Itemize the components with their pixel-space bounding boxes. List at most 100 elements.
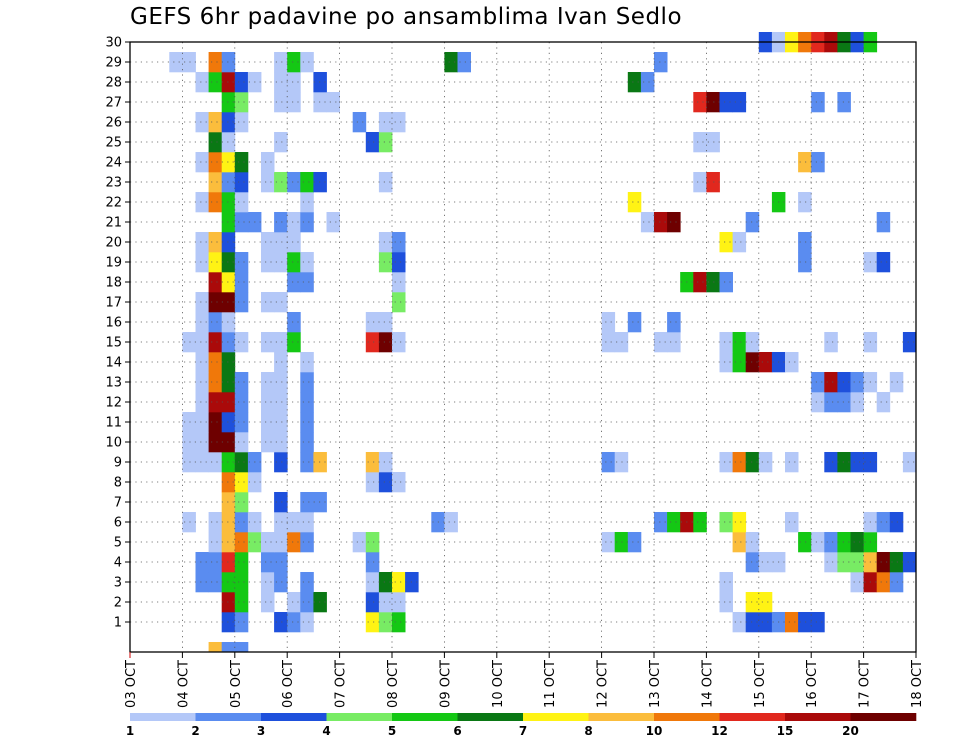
heatmap-cell (234, 252, 249, 273)
heatmap-cell (837, 552, 851, 573)
heatmap-cell (876, 252, 891, 273)
y-tick-label: 13 (105, 376, 122, 391)
heatmap-cell (352, 532, 367, 553)
heatmap-cell (274, 552, 288, 573)
legend-color-swatch (457, 713, 524, 721)
heatmap-cell (732, 452, 747, 473)
heatmap-cell (274, 492, 288, 513)
heatmap-cell (274, 292, 288, 313)
heatmap-cell (300, 412, 314, 433)
heatmap-cell (287, 612, 301, 633)
heatmap-cell (274, 72, 288, 93)
heatmap-cell (221, 412, 236, 433)
heatmap-cell (758, 612, 773, 633)
heatmap-cell (824, 452, 838, 473)
heatmap-cell (850, 372, 864, 393)
heatmap-cell (601, 452, 616, 473)
heatmap-cell (889, 372, 904, 393)
heatmap-cell (850, 392, 864, 413)
heatmap-cell (693, 92, 707, 113)
heatmap-cell (785, 612, 799, 633)
heatmap-cell (732, 352, 747, 373)
heatmap-cell (392, 612, 406, 633)
heatmap-cell (719, 512, 733, 533)
heatmap-cell (837, 392, 851, 413)
heatmap-cell (824, 392, 838, 413)
heatmap-cell (169, 52, 183, 73)
heatmap-cell (300, 592, 314, 613)
heatmap-cell (195, 452, 209, 473)
heatmap-cell (274, 432, 288, 453)
heatmap-cell (706, 172, 720, 193)
heatmap-cell (811, 92, 825, 113)
heatmap-cell (274, 172, 288, 193)
heatmap-cell (182, 412, 196, 433)
heatmap-cell (706, 92, 720, 113)
grid-lines-layer (130, 41, 916, 652)
heatmap-cell (798, 252, 812, 273)
heatmap-cell (745, 352, 760, 373)
heatmap-cell (261, 552, 275, 573)
heatmap-cell (392, 252, 406, 273)
x-tick-label: 06 OCT (281, 660, 296, 708)
heatmap-cell (234, 472, 249, 493)
heatmap-cell (274, 412, 288, 433)
heatmap-cell (640, 72, 655, 93)
heatmap-cell (287, 592, 301, 613)
legend-color-swatch (523, 713, 589, 721)
heatmap-cell (876, 512, 891, 533)
heatmap-cell (234, 152, 249, 173)
x-tick-label: 12 OCT (596, 660, 611, 708)
heatmap-cell (902, 552, 917, 573)
heatmap-cell (392, 592, 406, 613)
heatmap-cell (719, 592, 733, 613)
legend-color-swatch (130, 713, 196, 721)
heatmap-cell (208, 532, 223, 553)
heatmap-cell (287, 332, 301, 353)
heatmap-cell (378, 612, 393, 633)
x-tick-label: 18 OCT (910, 660, 925, 708)
heatmap-cell (719, 272, 733, 293)
heatmap-cell (732, 332, 747, 353)
heatmap-cell (326, 92, 340, 113)
heatmap-cell (889, 572, 904, 593)
legend-color-swatch (654, 713, 720, 721)
heatmap-cell (274, 612, 288, 633)
heatmap-cell (902, 332, 917, 353)
heatmap-cell (261, 592, 275, 613)
legend-color-swatch (326, 713, 393, 721)
heatmap-cell (798, 192, 812, 213)
heatmap-cell (208, 572, 223, 593)
y-tick-label: 10 (105, 436, 122, 451)
heatmap-cell (195, 332, 209, 353)
heatmap-cell (221, 492, 236, 513)
x-axis: 03 OCT 04 OCT 05 OCT 06 OCT 07 OCT 08 OCT 09 O… (124, 652, 925, 708)
y-tick-label: 7 (114, 496, 122, 511)
heatmap-cell (287, 252, 301, 273)
heatmap-cell (798, 612, 812, 633)
y-tick-label: 11 (105, 416, 122, 431)
heatmap-cell (182, 332, 196, 353)
heatmap-cell (287, 92, 301, 113)
heatmap-cell (287, 212, 301, 233)
heatmap-cell (811, 612, 825, 633)
heatmap-cell (221, 532, 236, 553)
heatmap-cell (261, 252, 275, 273)
heatmap-cell (719, 92, 733, 113)
y-tick-label: 12 (105, 396, 122, 411)
heatmap-cell (300, 212, 314, 233)
heatmap-cell (208, 372, 223, 393)
heatmap-cell (221, 352, 236, 373)
y-tick-label: 5 (114, 536, 122, 551)
heatmap-cell (195, 112, 209, 133)
heatmap-cell (300, 452, 314, 473)
y-tick-label: 14 (105, 356, 122, 371)
heatmap-cell (654, 332, 668, 353)
heatmap-cell (378, 472, 393, 493)
x-tick-label: 13 OCT (648, 660, 663, 708)
heatmap-cell (234, 452, 249, 473)
heatmap-cell (326, 212, 340, 233)
heatmap-cell (365, 612, 380, 633)
heatmap-cell (732, 512, 747, 533)
heatmap-cell (182, 432, 196, 453)
